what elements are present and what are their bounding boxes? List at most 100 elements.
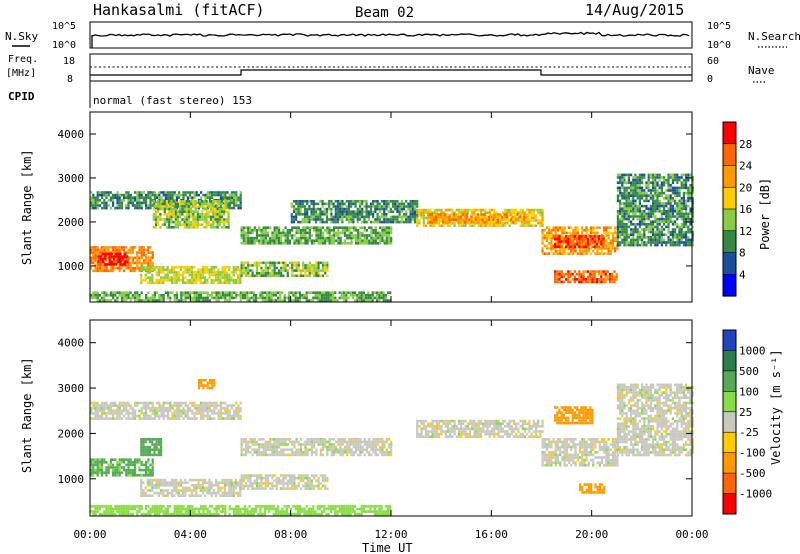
data-cell <box>182 276 185 279</box>
data-cell <box>185 210 188 213</box>
data-cell <box>442 214 445 217</box>
data-cell <box>332 220 335 224</box>
data-cell <box>567 242 570 246</box>
data-cell <box>373 291 376 294</box>
data-cell <box>592 229 595 232</box>
data-cell <box>678 210 681 213</box>
data-cell <box>129 468 132 472</box>
data-cell <box>451 216 454 220</box>
data-cell <box>199 268 202 272</box>
data-cell <box>284 261 287 265</box>
data-cell <box>334 291 337 294</box>
data-cell <box>656 223 659 226</box>
data-cell <box>619 241 622 244</box>
data-cell <box>545 244 549 248</box>
data-cell <box>338 296 341 300</box>
data-cell <box>109 251 112 254</box>
data-cell <box>600 280 603 284</box>
cpid-label: CPID <box>8 90 35 103</box>
data-cell <box>103 294 106 297</box>
data-cell <box>117 260 120 264</box>
data-cell <box>101 471 104 474</box>
data-cell <box>658 207 661 210</box>
data-cell <box>625 241 628 244</box>
data-cell <box>477 218 480 221</box>
data-cell <box>182 294 185 297</box>
data-cell <box>525 221 528 224</box>
data-cell <box>154 223 158 226</box>
data-cell <box>341 200 344 203</box>
data-cell <box>356 210 359 213</box>
data-cell <box>477 221 480 224</box>
data-cell <box>252 291 255 294</box>
data-cell <box>671 207 674 210</box>
data-cell <box>208 401 211 405</box>
data-cell <box>667 210 670 213</box>
data-cell <box>120 401 123 405</box>
data-cell <box>295 239 298 242</box>
data-cell <box>291 274 294 278</box>
data-cell <box>237 204 240 207</box>
data-cell <box>682 207 685 210</box>
data-cell <box>175 281 178 285</box>
data-cell <box>202 296 205 300</box>
data-cell <box>324 261 327 265</box>
data-cell <box>219 291 222 294</box>
data-cell <box>435 208 439 212</box>
data-cell <box>519 208 522 212</box>
data-cell <box>160 191 163 194</box>
data-cell <box>140 453 143 457</box>
data-cell <box>221 268 224 272</box>
data-cell <box>233 196 236 199</box>
data-cell <box>189 409 192 413</box>
data-cell <box>175 406 178 410</box>
data-cell <box>184 201 187 205</box>
data-cell <box>336 213 340 216</box>
data-cell <box>674 233 677 236</box>
data-cell <box>291 269 294 272</box>
data-cell <box>177 278 180 282</box>
data-cell <box>240 234 243 237</box>
data-cell <box>523 213 526 216</box>
data-cell <box>337 234 340 237</box>
data-cell <box>194 205 197 208</box>
data-cell <box>97 263 100 266</box>
data-cell <box>691 176 694 179</box>
data-cell <box>685 230 688 234</box>
data-cell <box>197 271 200 274</box>
data-cell <box>94 406 97 410</box>
data-cell <box>129 412 132 415</box>
data-cell <box>382 299 385 302</box>
data-cell <box>157 210 160 213</box>
data-cell <box>319 261 322 265</box>
data-cell <box>310 271 314 275</box>
data-cell <box>356 200 359 203</box>
data-cell <box>678 236 681 239</box>
data-cell <box>92 256 95 260</box>
data-cell <box>384 296 387 300</box>
data-cell <box>326 266 329 270</box>
data-cell <box>350 205 353 208</box>
data-cell <box>262 229 265 232</box>
data-cell <box>242 269 245 272</box>
data-cell <box>336 299 339 302</box>
data-cell <box>418 214 421 217</box>
data-cell <box>345 299 348 302</box>
data-cell <box>151 448 154 451</box>
data-cell <box>192 226 195 229</box>
data-cell <box>171 414 174 418</box>
cpid-panel: CPID normal (fast stereo) 153 <box>8 81 252 108</box>
data-cell <box>129 458 132 461</box>
data-cell <box>164 196 167 199</box>
data-cell <box>109 458 112 461</box>
data-cell <box>192 210 195 213</box>
data-cell <box>663 191 666 195</box>
data-cell <box>112 294 115 297</box>
data-cell <box>319 236 322 240</box>
data-cell <box>220 210 224 213</box>
data-cell <box>155 271 158 274</box>
data-cell <box>191 201 194 205</box>
data-cell <box>277 271 281 275</box>
data-cell <box>94 417 97 420</box>
data-cell <box>636 215 639 218</box>
